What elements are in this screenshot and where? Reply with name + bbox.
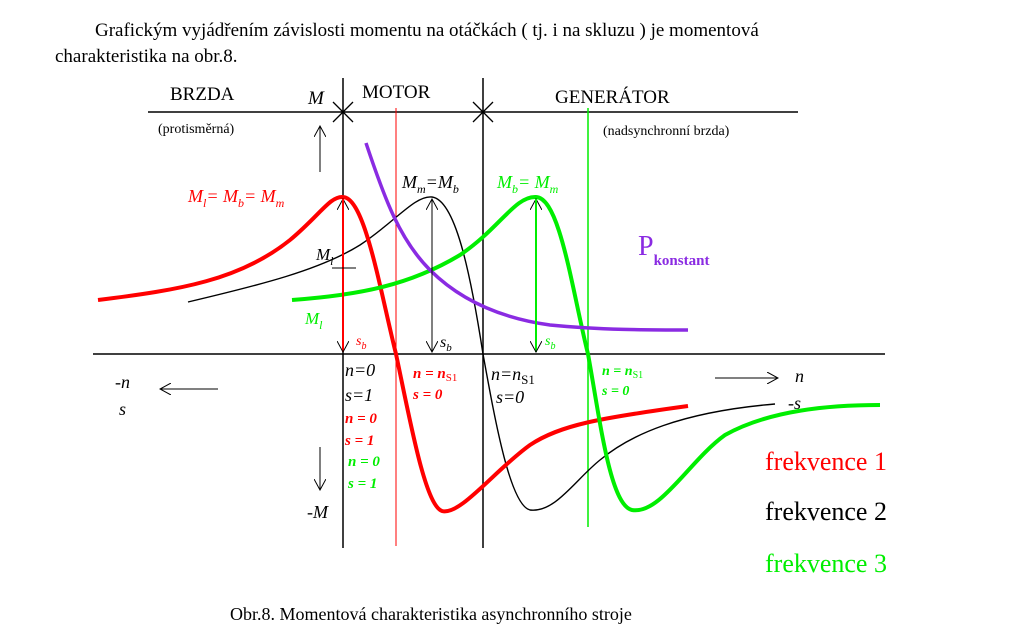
red-ns-label: n = nS1 xyxy=(413,366,457,384)
cross-marks xyxy=(332,101,494,123)
region-motor: MOTOR xyxy=(362,82,431,103)
axis-s-left: s xyxy=(119,399,126,419)
curve-constant-power xyxy=(364,142,689,332)
green-peak-label: Mb= Mm xyxy=(496,172,559,196)
intro-line-1: Grafickým vyjádřením závislosti momentu … xyxy=(95,20,759,41)
red-s0: s = 0 xyxy=(412,387,443,403)
power-label: Pkonstant xyxy=(638,231,709,269)
region-generator-note: (nadsynchronní brzda) xyxy=(603,124,730,139)
region-generator: GENERÁTOR xyxy=(555,86,670,108)
sb-red-label: sb xyxy=(356,334,366,352)
sb-green-label: sb xyxy=(545,334,555,352)
red-s1: s = 1 xyxy=(344,433,374,449)
figure-caption: Obr.8. Momentová charakteristika asynchr… xyxy=(230,604,632,624)
legend-frequency-3: frekvence 3 xyxy=(765,549,887,578)
black-s0: s=0 xyxy=(496,387,524,407)
intro-line-2: charakteristika na obr.8. xyxy=(55,46,238,67)
green-ns-label: n = nS1 xyxy=(602,364,643,381)
axis-M-label: M xyxy=(307,88,325,109)
red-n0: n = 0 xyxy=(345,411,377,427)
sb-black-label: sb xyxy=(440,334,452,354)
axis-minus-M: -M xyxy=(307,502,329,522)
axis-n-right: n xyxy=(795,366,804,386)
green-s0: s = 0 xyxy=(601,384,629,399)
axis-minus-s: -s xyxy=(788,393,801,413)
region-brake: BRZDA xyxy=(170,84,235,105)
green-s1: s = 1 xyxy=(347,476,377,492)
curve-frequency-3 xyxy=(291,194,881,513)
black-n0: n=0 xyxy=(345,360,375,380)
black-peak-label: Mm=Mb xyxy=(401,172,459,196)
green-n0: n = 0 xyxy=(348,454,380,470)
Ml-green-label: Ml xyxy=(304,309,323,332)
legend-frequency-1: frekvence 1 xyxy=(765,447,887,476)
axis-minus-n: -n xyxy=(115,372,130,392)
Ml-black-label: Ml xyxy=(315,245,334,268)
curve-frequency-2 xyxy=(187,196,776,511)
region-brake-note: (protisměrná) xyxy=(158,122,235,137)
curve-frequency-1 xyxy=(97,195,689,514)
black-s1: s=1 xyxy=(345,385,373,405)
legend-frequency-2: frekvence 2 xyxy=(765,497,887,526)
red-peak-label: Ml= Mb= Mm xyxy=(187,186,285,210)
black-ns-label: n=nS1 xyxy=(491,364,535,387)
